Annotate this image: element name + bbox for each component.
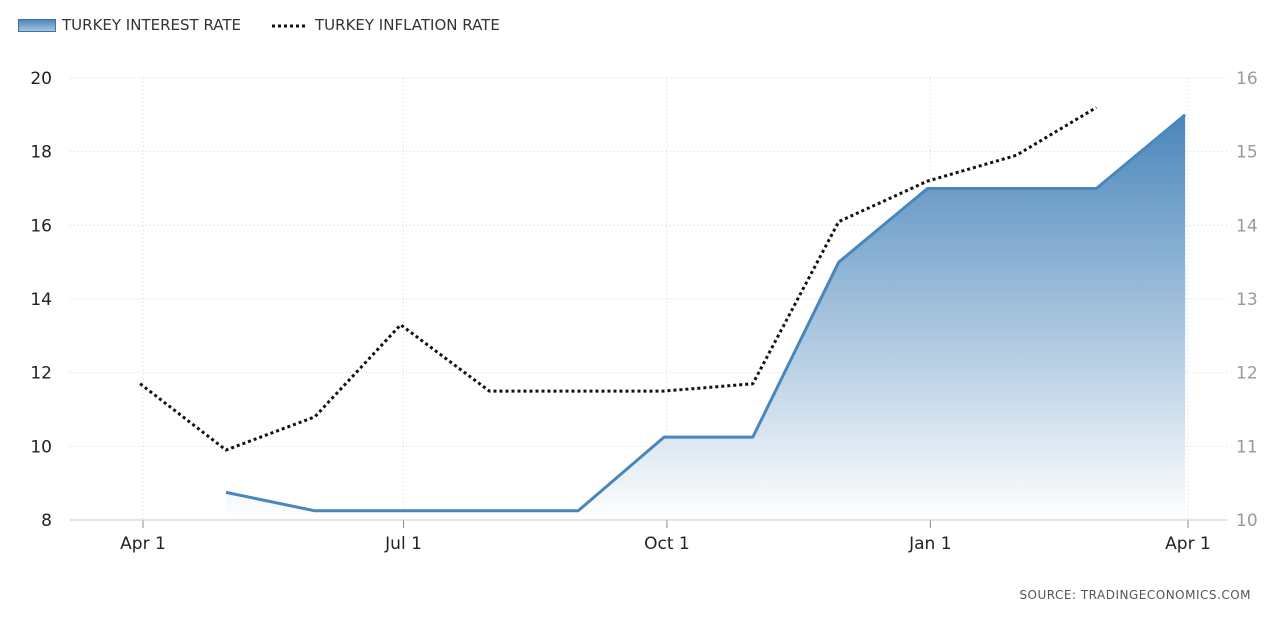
axes: 8 10 12 14 16 18 20 10 11 12 13 14 15 16 Apr 1 Jul 1 Oct… [30, 69, 1257, 554]
interest-rate-series [225, 113, 1187, 520]
y-right-tick-label: 15 [1236, 143, 1258, 163]
legend-label-interest-rate: TURKEY INTEREST RATE [62, 16, 241, 34]
legend: TURKEY INTEREST RATE TURKEY INFLATION RA… [18, 14, 530, 36]
y-right-tick-label: 10 [1236, 511, 1258, 531]
y-left-tick-label: 10 [30, 437, 52, 457]
y-left-tick-label: 14 [30, 290, 52, 310]
y-left-tick-label: 20 [30, 69, 52, 89]
y-left-tick-label: 16 [30, 216, 52, 236]
y-left-tick-label: 18 [30, 143, 52, 163]
y-right-tick-label: 12 [1236, 364, 1258, 384]
source-credit: SOURCE: TRADINGECONOMICS.COM [1019, 588, 1251, 602]
interest-rate-area [226, 114, 1186, 520]
legend-item-interest-rate[interactable]: TURKEY INTEREST RATE [18, 16, 241, 34]
x-tick-label: Apr 1 [1165, 534, 1211, 554]
y-right-tick-label: 14 [1236, 216, 1258, 236]
y-right-tick-label: 11 [1236, 437, 1258, 457]
interest-rate-line [225, 113, 1187, 513]
y-right-tick-label: 13 [1236, 290, 1258, 310]
y-left-tick-label: 12 [30, 364, 52, 384]
x-tick-label: Jul 1 [384, 534, 422, 554]
legend-item-inflation-rate[interactable]: TURKEY INFLATION RATE [271, 16, 500, 34]
y-left-tick-label: 8 [41, 511, 52, 531]
inflation-rate-line [139, 106, 1098, 452]
inflation-rate-swatch-icon [272, 24, 308, 27]
y-right-tick-label: 16 [1236, 69, 1258, 89]
x-tick-label: Jan 1 [908, 534, 951, 554]
x-tick-label: Oct 1 [644, 534, 690, 554]
x-tick-label: Apr 1 [120, 534, 166, 554]
legend-label-inflation-rate: TURKEY INFLATION RATE [315, 16, 500, 34]
interest-rate-swatch-icon [18, 18, 56, 32]
inflation-rate-series [139, 106, 1098, 452]
